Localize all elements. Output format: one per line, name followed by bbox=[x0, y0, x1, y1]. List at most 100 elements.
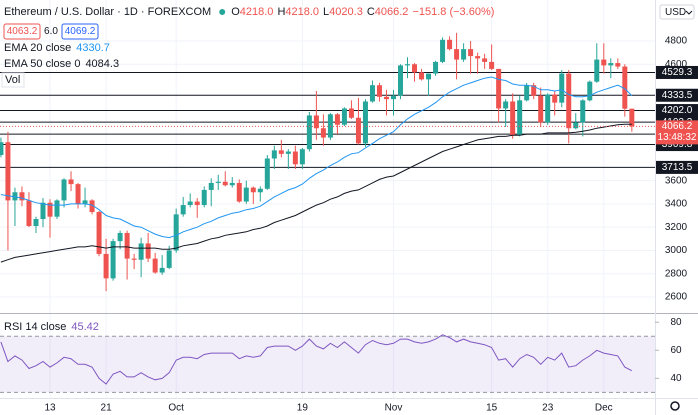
candle-body bbox=[573, 122, 579, 129]
candle-body bbox=[510, 101, 516, 136]
x-tick-label: 19 bbox=[297, 403, 309, 414]
candle-body bbox=[229, 182, 235, 186]
candle-body bbox=[89, 200, 95, 213]
candle-body bbox=[615, 63, 621, 67]
y-tick-label: 4600 bbox=[665, 59, 688, 70]
ohlc-key: C bbox=[367, 6, 375, 18]
ohlc-value: 4020.3 bbox=[329, 6, 363, 18]
candle-body bbox=[334, 114, 340, 125]
candle-body bbox=[194, 201, 200, 206]
y-tick-label: 2800 bbox=[665, 268, 688, 279]
candle-body bbox=[236, 182, 242, 202]
candle-body bbox=[292, 151, 298, 165]
candle-body bbox=[383, 96, 389, 100]
candle-body bbox=[468, 49, 474, 57]
rsi-band bbox=[0, 336, 655, 393]
candle-body bbox=[201, 189, 207, 206]
candle-body bbox=[412, 64, 418, 73]
candle-body bbox=[419, 72, 425, 80]
candle-body bbox=[390, 95, 396, 100]
rsi-line bbox=[0, 334, 633, 385]
settings-icon[interactable] bbox=[670, 401, 680, 411]
candle-body bbox=[75, 184, 81, 204]
candle-body bbox=[264, 158, 270, 189]
candle-body bbox=[54, 200, 60, 217]
candle-body bbox=[19, 192, 25, 201]
candle-body bbox=[187, 201, 193, 206]
candle-body bbox=[159, 267, 165, 273]
candle-body bbox=[222, 181, 228, 186]
candle-body bbox=[369, 85, 375, 102]
candle-body bbox=[433, 61, 439, 74]
ohlc-value: 4218.0 bbox=[240, 6, 274, 18]
candle-body bbox=[145, 243, 151, 259]
candle-body bbox=[601, 59, 607, 66]
candle-body bbox=[47, 202, 53, 217]
x-tick-label: 23 bbox=[542, 403, 554, 414]
candle-body bbox=[152, 258, 158, 273]
x-tick-label: 15 bbox=[486, 403, 498, 414]
x-tick-label: Dec bbox=[595, 403, 613, 414]
candle-body bbox=[447, 39, 453, 50]
trade-value: 4069.2 bbox=[65, 26, 96, 37]
y-tick-label: 3400 bbox=[665, 199, 688, 210]
candle-body bbox=[12, 192, 18, 201]
level-label: 3909.8 bbox=[662, 139, 693, 150]
trade-value: 6.0 bbox=[44, 26, 58, 37]
symbol-title: Ethereum / U.S. Dollar · 1D · FOREXCOM bbox=[4, 6, 211, 18]
candle-body bbox=[131, 258, 137, 260]
candle-body bbox=[440, 39, 446, 62]
candle-body bbox=[503, 101, 509, 109]
legend-value: 4084.3 bbox=[85, 58, 119, 70]
legend-value: 4330.7 bbox=[76, 42, 110, 54]
candle-body bbox=[299, 149, 305, 165]
x-tick-label: 21 bbox=[101, 403, 113, 414]
candle-body bbox=[348, 108, 354, 118]
candle-body bbox=[40, 202, 46, 220]
legend-name: EMA 50 close 0 bbox=[4, 58, 80, 70]
rsi-value: 45.42 bbox=[71, 321, 99, 333]
candle-body bbox=[257, 188, 263, 193]
candle-body bbox=[341, 108, 347, 125]
candle-body bbox=[26, 200, 32, 226]
level-label-box bbox=[656, 65, 698, 79]
candle-body bbox=[566, 73, 572, 129]
trade-box[interactable] bbox=[3, 23, 41, 40]
level-label: 4529.3 bbox=[662, 67, 693, 78]
rsi-pane bbox=[0, 334, 655, 393]
candle-body bbox=[524, 85, 530, 101]
level-label: 4333.5 bbox=[662, 90, 693, 101]
last-price: 4066.2 bbox=[662, 121, 693, 132]
candle-body bbox=[426, 73, 432, 80]
candle-body bbox=[355, 117, 361, 144]
candle-body bbox=[96, 212, 102, 254]
ohlc-value: 4218.0 bbox=[285, 6, 319, 18]
candle-body bbox=[117, 232, 123, 242]
y-tick-label: 3600 bbox=[665, 175, 688, 186]
candle-body bbox=[285, 151, 291, 154]
candle-body bbox=[173, 214, 179, 251]
candle-body bbox=[552, 94, 558, 103]
x-tick-label: Oct bbox=[168, 403, 184, 414]
candle-body bbox=[362, 101, 368, 144]
candle-body bbox=[517, 100, 523, 136]
x-tick-label: Nov bbox=[385, 403, 403, 414]
candle-body bbox=[545, 94, 551, 123]
grid bbox=[0, 0, 655, 398]
countdown: 13:48:32 bbox=[658, 132, 697, 143]
candle-body bbox=[243, 187, 249, 202]
candle-body bbox=[489, 61, 495, 69]
ohlc-value: 4066.2 bbox=[375, 6, 409, 18]
ohlc-key: L bbox=[323, 6, 329, 18]
candle-body bbox=[594, 59, 600, 82]
candle-body bbox=[215, 181, 221, 183]
trade-box[interactable] bbox=[61, 23, 99, 40]
x-tick-label: 13 bbox=[44, 403, 56, 414]
candle-body bbox=[61, 179, 67, 201]
rsi-name: RSI 14 close bbox=[4, 321, 66, 333]
ohlc-key: H bbox=[277, 6, 285, 18]
rsi-tick-label: 80 bbox=[670, 317, 682, 328]
currency-button[interactable] bbox=[659, 4, 695, 20]
candle-body bbox=[587, 81, 593, 101]
y-tick-label: 3000 bbox=[665, 245, 688, 256]
